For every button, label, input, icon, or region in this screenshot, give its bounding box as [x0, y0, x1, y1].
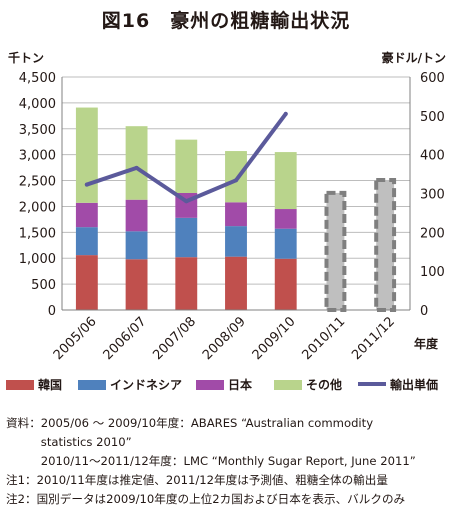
- legend-label-other: その他: [306, 378, 343, 392]
- price-point: [283, 111, 288, 116]
- bar-segment: [225, 151, 247, 203]
- note-line: 2010/11～2011/12年度：LMC “Monthly Sugar Rep…: [6, 454, 416, 468]
- price-point: [234, 178, 238, 183]
- legend-item-korea: 韓国: [6, 376, 62, 393]
- y-tick-label-left: 2,500: [19, 175, 56, 190]
- y-tick-label-right: 500: [420, 110, 445, 125]
- legend-swatch-japan: [196, 380, 224, 390]
- y-tick-label-right: 100: [420, 265, 445, 280]
- bar-segment: [75, 202, 98, 228]
- x-tick-label: 2005/06: [51, 314, 100, 363]
- note-line: 注1：2010/11年度は推定値、2011/12年度は予測値、粗糖全体の輸出量: [6, 473, 388, 487]
- legend-item-export-price: 輸出単価: [358, 376, 438, 393]
- y-axis-right-label: 豪ドル/トン: [382, 50, 446, 65]
- chart-plot: 千トン 豪ドル/トン 年度 0 500 1,000 1,500 2,000 2,500 3,…: [8, 50, 446, 363]
- forecast-bar: [374, 177, 397, 312]
- forecast-bar: [324, 190, 347, 313]
- y-tick-label-left: 3,500: [19, 123, 56, 138]
- x-tick-label: 2011/12: [349, 314, 398, 363]
- bar-segment: [125, 199, 148, 232]
- x-tick-label: 2006/07: [101, 314, 150, 363]
- bar-segment: [274, 152, 297, 210]
- x-tick-label: 2009/10: [250, 314, 299, 363]
- y-tick-label-left: 3,000: [19, 149, 56, 164]
- y-axis-left-label: 千トン: [8, 50, 44, 65]
- note-line: statistics 2010”: [6, 435, 132, 449]
- legend-swatch-indonesia: [78, 380, 106, 390]
- price-point: [134, 165, 139, 170]
- note-line: 資料：2005/06 ～ 2009/10年度：ABARES “Australia…: [6, 416, 374, 430]
- bar-segment: [125, 126, 148, 200]
- y-tick-label-left: 1,000: [19, 252, 56, 267]
- bar-segment: [274, 209, 297, 229]
- bar-segment: [75, 255, 98, 310]
- y-tick-label-left: 4,500: [19, 71, 56, 86]
- y-tick-label-left: 1,500: [19, 226, 56, 241]
- legend-label-korea: 韓国: [38, 378, 63, 392]
- legend-label-indonesia: インドネシア: [110, 378, 183, 392]
- y-tick-label-left: 500: [31, 278, 56, 293]
- bar-segment: [75, 227, 98, 256]
- source-notes: 資料：2005/06 ～ 2009/10年度：ABARES “Australia…: [6, 414, 452, 509]
- y-tick-label-right: 0: [420, 304, 428, 319]
- y-tick-label-right: 300: [420, 188, 445, 203]
- bar-segment: [274, 228, 297, 259]
- x-tick-label: 2010/11: [299, 314, 348, 363]
- bar-segment: [175, 217, 198, 258]
- chart-title: 図16 豪州の粗糖輸出状況: [101, 10, 351, 32]
- bar-segment: [274, 258, 297, 310]
- price-point: [84, 182, 89, 187]
- chart-legend: 韓国 インドネシア 日本 その他 輸出単価: [6, 376, 452, 394]
- x-tick-label: 2007/08: [150, 314, 199, 363]
- bar-segment: [125, 231, 148, 260]
- bar-segment: [175, 139, 198, 193]
- bar-segment: [75, 107, 98, 203]
- y-tick-label-right: 200: [420, 226, 445, 241]
- bar-segment: [225, 256, 247, 310]
- bar-segment: [125, 259, 148, 310]
- y-tick-label-left: 0: [48, 304, 56, 319]
- y-tick-label-right: 600: [420, 71, 445, 86]
- legend-item-indonesia: インドネシア: [78, 376, 182, 393]
- legend-swatch-export-price: [358, 382, 386, 386]
- y-tick-label-left: 4,000: [19, 97, 56, 112]
- legend-swatch-other: [274, 380, 302, 390]
- note-line: 注2：国別データは2009/10年度の上位2カ国および日本を表示、バルクのみ: [6, 492, 406, 506]
- bar-segment: [225, 226, 247, 257]
- legend-item-japan: 日本: [196, 376, 252, 393]
- bar-segment: [175, 257, 198, 310]
- legend-label-japan: 日本: [228, 378, 253, 392]
- legend-swatch-korea: [6, 380, 34, 390]
- legend-label-export-price: 輸出単価: [390, 378, 439, 392]
- y-tick-label-right: 400: [420, 149, 445, 164]
- x-axis-label: 年度: [414, 336, 439, 351]
- x-tick-label: 2008/09: [200, 314, 249, 363]
- legend-item-other: その他: [274, 376, 342, 393]
- price-point: [184, 199, 189, 204]
- y-tick-label-left: 2,000: [19, 200, 56, 215]
- bar-segment: [225, 202, 247, 227]
